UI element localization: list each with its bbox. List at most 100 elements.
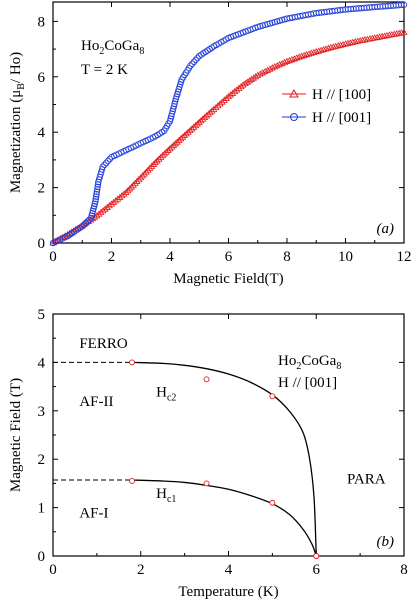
series-100-point bbox=[381, 32, 388, 39]
series-100-point bbox=[317, 46, 325, 53]
series-100-point bbox=[99, 207, 107, 214]
panel-a-xtick-label: 8 bbox=[283, 249, 291, 265]
hc1-data-point bbox=[313, 553, 320, 559]
series-100-point bbox=[168, 143, 176, 150]
series-001-point bbox=[93, 188, 101, 195]
panel-b-xtick-label: 2 bbox=[137, 562, 145, 578]
series-001-point bbox=[170, 103, 178, 110]
series-100-point bbox=[339, 40, 347, 48]
series-100-point bbox=[261, 67, 269, 75]
series-100-point bbox=[290, 55, 298, 62]
series-001-point bbox=[94, 183, 101, 191]
hc2-phase-boundary bbox=[131, 361, 317, 557]
series-100-point bbox=[179, 133, 187, 140]
panel-a-xtick-label: 12 bbox=[397, 249, 412, 265]
series-100-point bbox=[195, 118, 203, 125]
series-100-point bbox=[190, 123, 198, 130]
region-label-ferro: FERRO bbox=[79, 336, 128, 352]
series-001-point bbox=[101, 161, 108, 169]
series-100-point bbox=[393, 30, 401, 37]
series-001-point bbox=[93, 190, 100, 198]
series-001-point bbox=[168, 112, 175, 120]
series-001-point bbox=[171, 100, 178, 108]
region-label-af-i: AF-I bbox=[79, 505, 108, 521]
hc1-phase-boundary bbox=[131, 479, 317, 557]
series-100-point bbox=[114, 195, 122, 202]
series-001-point bbox=[264, 20, 271, 28]
series-100-point bbox=[334, 42, 342, 49]
series-100-point bbox=[210, 105, 218, 112]
series-001-point bbox=[171, 98, 179, 105]
series-100-point bbox=[161, 150, 168, 157]
region-label-para: PARA bbox=[347, 471, 386, 487]
series-100-point bbox=[322, 45, 330, 52]
compound-label-b-part: Ho bbox=[278, 353, 296, 369]
series-001-point bbox=[398, 1, 405, 9]
series-001-point bbox=[208, 44, 215, 51]
series-100-point bbox=[184, 128, 192, 135]
series-001-point bbox=[266, 20, 274, 27]
series-100-point bbox=[108, 200, 115, 207]
series-100-point bbox=[303, 50, 310, 58]
panel-b-xtick-label: 0 bbox=[49, 562, 57, 578]
series-001-point bbox=[106, 155, 113, 163]
curve-label-c2-part: c2 bbox=[167, 392, 176, 403]
series-100-point bbox=[368, 34, 376, 41]
series-001-point bbox=[194, 54, 201, 62]
series-100-point bbox=[139, 172, 147, 179]
panel-a-ytick-label: 0 bbox=[38, 236, 46, 252]
series-100-point bbox=[199, 115, 207, 122]
series-100-point bbox=[400, 28, 408, 35]
series-100-point bbox=[332, 42, 340, 49]
series-100-point bbox=[254, 71, 262, 78]
series-100-point bbox=[278, 59, 286, 67]
series-001-point bbox=[79, 223, 86, 230]
series-100-point bbox=[310, 48, 318, 56]
legend-label-001: H // [001] bbox=[312, 110, 371, 126]
series-100-point bbox=[172, 140, 179, 147]
series-100-point bbox=[218, 98, 226, 105]
series-100-point bbox=[105, 202, 113, 209]
series-100-point bbox=[177, 135, 185, 142]
panel-b-ytick-label: 5 bbox=[38, 307, 46, 323]
series-100-point bbox=[398, 29, 406, 36]
series-100-point bbox=[153, 157, 161, 164]
series-100-point bbox=[300, 51, 308, 58]
compound-label-part: CoGa bbox=[104, 38, 139, 54]
series-100-point bbox=[112, 197, 120, 204]
series-100-point bbox=[162, 148, 170, 155]
series-100-point bbox=[259, 69, 267, 76]
series-001-point bbox=[261, 21, 269, 29]
series-100-point bbox=[222, 94, 230, 101]
series-100-point bbox=[329, 43, 337, 50]
series-100-point bbox=[383, 31, 391, 39]
series-100-point bbox=[146, 164, 154, 171]
series-100-point bbox=[324, 44, 332, 51]
panel-a-label: (a) bbox=[377, 221, 395, 237]
series-001-point bbox=[89, 207, 97, 215]
compound-label-part: 8 bbox=[139, 46, 144, 57]
series-100-point bbox=[93, 212, 101, 219]
series-100-point bbox=[144, 166, 152, 173]
series-100-point bbox=[220, 96, 228, 103]
curve-label-c2: Hc2 bbox=[156, 384, 176, 403]
series-001-point bbox=[82, 219, 89, 227]
series-100-point bbox=[349, 38, 357, 45]
series-100-point bbox=[201, 113, 209, 121]
panel-b-label: (b) bbox=[377, 534, 395, 550]
series-001-point bbox=[192, 56, 199, 64]
series-001-point bbox=[167, 115, 174, 122]
series-100-point bbox=[120, 190, 128, 197]
series-001-point bbox=[92, 193, 100, 200]
series-100-point bbox=[268, 64, 276, 71]
series-100-point bbox=[305, 50, 313, 57]
hc2-data-point bbox=[269, 393, 276, 400]
panel-b-xlabel: Temperature (K) bbox=[178, 584, 278, 600]
series-100-point bbox=[229, 89, 237, 96]
series-001-point bbox=[91, 200, 98, 208]
series-100-point bbox=[288, 55, 296, 63]
series-100-point bbox=[131, 179, 139, 186]
panel-a-ylabel: Magnetization (μB/ Ho) bbox=[8, 52, 27, 193]
ylabel-main: Magnetization (μ bbox=[8, 90, 24, 193]
